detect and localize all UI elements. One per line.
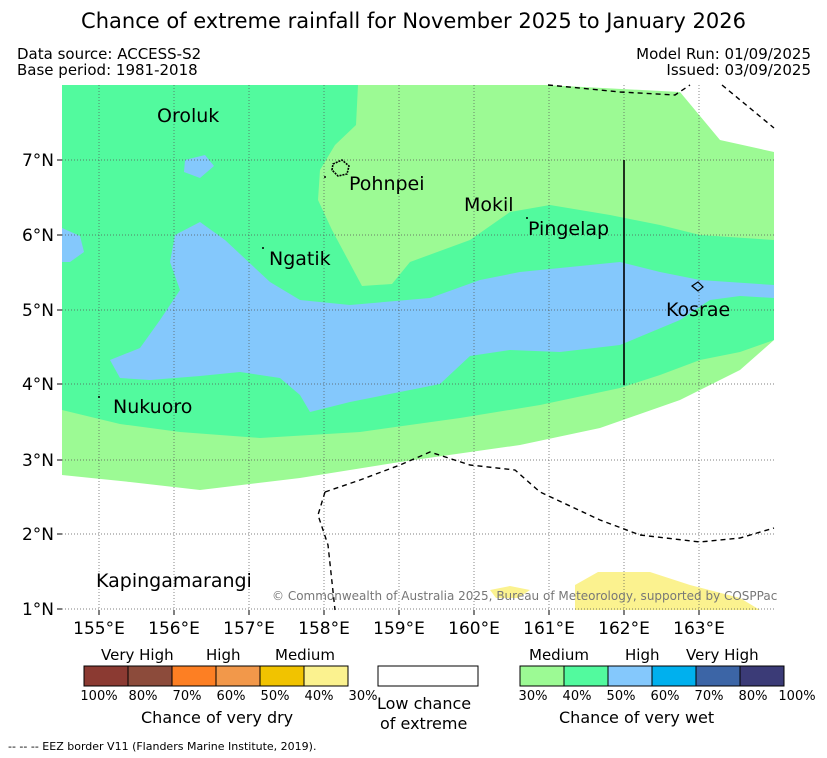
place-label: Pingelap [528,218,609,240]
legend-swatch [739,665,785,687]
issued-date: Issued: 03/09/2025 [666,61,811,79]
legend-percent-label: 100% [778,689,816,704]
region-high-wet [110,222,774,412]
lon-tick-label: 158°E [298,619,350,639]
legend-wet-caption: Chance of very wet [559,708,715,727]
copyright-text: © Commonwealth of Australia 2025, Bureau… [272,589,777,603]
legend-wet-header-high: High [625,646,660,664]
legend-swatch [607,665,653,687]
kosrae-island [690,281,704,292]
legend-percent-label: 70% [172,689,202,704]
legend-swatch [215,665,261,687]
place-label: Kosrae [666,299,730,321]
place-label: Kapingamarangi [96,570,252,592]
legend-dry-header-high: High [206,646,241,664]
legend-percent-label: 50% [606,689,636,704]
lon-tick-label: 160°E [448,619,500,639]
lat-tick-label: 4°N [22,375,54,395]
ngatik-atoll [262,247,264,249]
meta-left: Data source: ACCESS-S2 Base period: 1981… [17,46,201,78]
region-medium-dry-1 [575,572,760,610]
place-label: Ngatik [269,248,331,270]
lat-tick-label: 1°N [22,600,54,620]
legend-percent-label: 50% [260,689,290,704]
meta-right: Model Run: 01/09/2025 Issued: 03/09/2025 [636,46,811,78]
lon-tick-label: 162°E [598,619,650,639]
base-period: Base period: 1981-2018 [17,61,198,79]
legend-swatch [127,665,173,687]
nukuoro-atoll [98,396,100,398]
eez-footnote: -- -- -- EEZ border V11 (Flanders Marine… [8,740,317,753]
lat-tick-label: 5°N [22,301,54,321]
legend-percent-label: 80% [738,689,768,704]
legend-percent-label: 40% [562,689,592,704]
lat-tick-label: 2°N [22,525,54,545]
legend-wet-bar [519,665,785,687]
legend-neutral-swatch [377,665,479,687]
legend-percent-label: 60% [216,689,246,704]
legend-dry-header-very-high: Very High [101,646,174,664]
lon-tick-label: 155°E [73,619,125,639]
region-high-wet-west [62,228,84,262]
legend-percent-label: 70% [694,689,724,704]
lon-tick-label: 156°E [148,619,200,639]
model-run: Model Run: 01/09/2025 [636,45,811,63]
legend-wet-header-medium: Medium [529,646,589,664]
legend-swatch [83,665,129,687]
legend-swatch [651,665,697,687]
lon-tick-label: 161°E [523,619,575,639]
legend-neutral-line2: of extreme [380,714,468,733]
lon-tick-label: 157°E [223,619,275,639]
place-label: Pohnpei [349,173,425,195]
legend-swatch [303,665,349,687]
lat-tick-label: 7°N [22,151,54,171]
legend-percent-label: 30% [348,689,378,704]
legend-swatch [563,665,609,687]
lon-tick-label: 163°E [673,619,725,639]
legend-percent-label: 100% [80,689,118,704]
pohnpei-islet [324,176,326,178]
legend-swatch [519,665,565,687]
legend-swatch [695,665,741,687]
region-high-wet-oroluk [184,155,214,178]
lat-tick-label: 3°N [22,451,54,471]
legend-swatch [259,665,305,687]
region-medium-dry-2 [490,586,530,598]
place-label: Mokil [464,194,514,216]
legend-percent-label: 60% [650,689,680,704]
legend-percent-label: 40% [304,689,334,704]
legend-dry-bar [83,665,349,687]
legend-swatch [171,665,217,687]
legend-percent-label: 80% [128,689,158,704]
lat-tick-label: 6°N [22,226,54,246]
pohnpei-island [331,159,350,177]
data-source: Data source: ACCESS-S2 [17,45,202,63]
eez-border [317,84,775,611]
lon-tick-label: 159°E [373,619,425,639]
map-title: Chance of extreme rainfall for November … [81,9,746,33]
legend-percent-label: 30% [518,689,548,704]
axes: 155°E 156°E 157°E 158°E 159°E 160°E 161°E 162°E… [22,151,725,639]
legend-wet-header-very-high: Very High [686,646,759,664]
legend-dry-header-medium: Medium [275,646,335,664]
pingelap-atoll [526,217,528,219]
place-label: Oroluk [157,105,219,127]
legend-dry-caption: Chance of very dry [141,708,294,727]
legend-neutral-line1: Low chance [377,694,472,713]
place-label: Nukuoro [113,396,192,418]
